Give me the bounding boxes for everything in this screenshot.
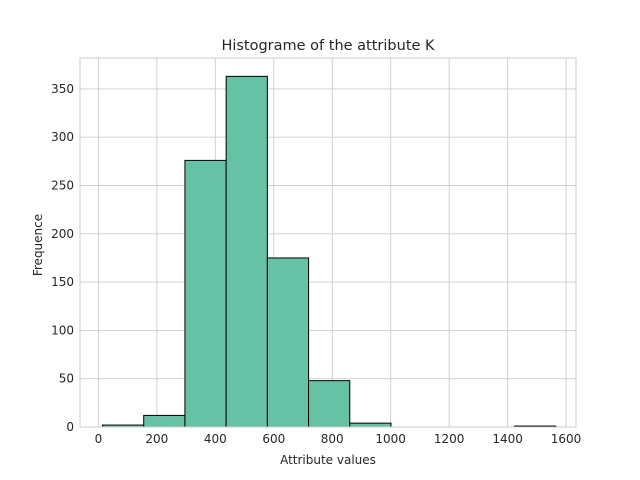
y-tick-label: 50 xyxy=(59,372,74,386)
histogram-bar xyxy=(308,380,351,428)
x-tick-label: 1600 xyxy=(551,432,582,446)
x-tick-label: 800 xyxy=(321,432,344,446)
x-tick-label: 1000 xyxy=(375,432,406,446)
histogram-bar xyxy=(266,257,310,428)
histogram-bar xyxy=(184,159,227,428)
plot-frame xyxy=(79,57,577,428)
y-tick-label: 300 xyxy=(51,130,74,144)
x-tick-label: 400 xyxy=(204,432,227,446)
histogram-bar xyxy=(225,75,268,428)
y-axis-label: Frequence xyxy=(31,214,45,276)
y-tick-label: 150 xyxy=(51,275,74,289)
x-tick-label: 0 xyxy=(95,432,103,446)
y-tick-label: 350 xyxy=(51,82,74,96)
y-tick-label: 0 xyxy=(66,420,74,434)
histogram-bar xyxy=(143,414,186,428)
y-tick-label: 250 xyxy=(51,179,74,193)
histogram-bar xyxy=(349,422,392,428)
y-tick-label: 200 xyxy=(51,227,74,241)
x-tick-label: 1200 xyxy=(434,432,465,446)
chart-title: Histograme of the attribute K xyxy=(221,38,435,54)
x-tick-label: 600 xyxy=(262,432,285,446)
x-axis-label: Attribute values xyxy=(280,453,376,467)
x-tick-label: 1400 xyxy=(492,432,523,446)
y-tick-label: 100 xyxy=(51,323,74,337)
x-tick-label: 200 xyxy=(145,432,168,446)
